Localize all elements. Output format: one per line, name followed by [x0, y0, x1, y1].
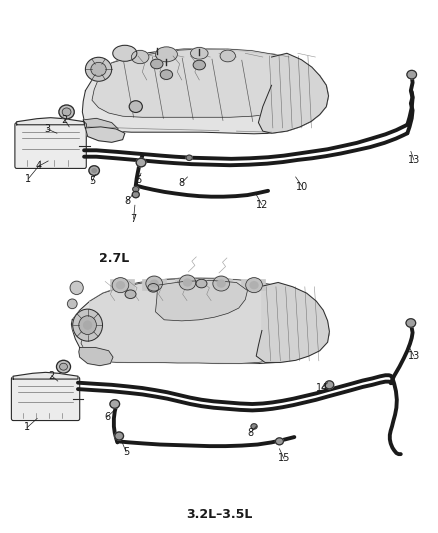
Ellipse shape: [136, 158, 146, 167]
Text: 2: 2: [49, 371, 55, 381]
FancyBboxPatch shape: [15, 123, 86, 168]
Ellipse shape: [67, 299, 77, 309]
Polygon shape: [82, 49, 328, 134]
Text: 6: 6: [135, 175, 141, 184]
Ellipse shape: [213, 276, 230, 291]
Text: 8: 8: [179, 178, 185, 188]
Ellipse shape: [196, 279, 207, 288]
Text: 3: 3: [44, 124, 50, 134]
Ellipse shape: [276, 438, 283, 445]
Ellipse shape: [251, 424, 257, 429]
Text: 12: 12: [256, 200, 268, 209]
Ellipse shape: [57, 360, 71, 373]
Ellipse shape: [59, 105, 74, 119]
Ellipse shape: [407, 70, 417, 79]
Ellipse shape: [193, 60, 205, 70]
Polygon shape: [256, 282, 329, 362]
Ellipse shape: [70, 281, 83, 294]
Bar: [241, 279, 265, 290]
Ellipse shape: [73, 309, 102, 341]
Text: 15: 15: [278, 454, 290, 463]
Polygon shape: [17, 118, 85, 125]
Text: 1: 1: [25, 174, 32, 183]
Ellipse shape: [113, 45, 137, 61]
Ellipse shape: [91, 62, 106, 76]
Polygon shape: [258, 53, 328, 133]
Text: 8: 8: [247, 428, 254, 438]
Ellipse shape: [133, 187, 139, 192]
Ellipse shape: [60, 364, 67, 370]
Ellipse shape: [148, 284, 159, 292]
Bar: [208, 279, 232, 290]
Polygon shape: [85, 127, 125, 142]
Ellipse shape: [131, 50, 149, 64]
Ellipse shape: [112, 278, 129, 293]
Text: 5: 5: [89, 176, 95, 186]
Ellipse shape: [132, 191, 139, 198]
Ellipse shape: [117, 281, 124, 289]
Ellipse shape: [110, 400, 120, 408]
Text: 4: 4: [35, 161, 42, 171]
Ellipse shape: [250, 281, 258, 289]
Ellipse shape: [85, 58, 112, 82]
Text: 5: 5: [123, 447, 129, 457]
Ellipse shape: [84, 321, 92, 329]
Polygon shape: [71, 278, 329, 364]
Ellipse shape: [62, 108, 71, 116]
Text: 7: 7: [131, 214, 137, 223]
Ellipse shape: [155, 47, 177, 62]
Ellipse shape: [79, 316, 96, 335]
Ellipse shape: [220, 50, 236, 62]
Ellipse shape: [406, 319, 416, 327]
Text: 2: 2: [62, 115, 68, 125]
Polygon shape: [83, 118, 118, 139]
Text: 3.2L–3.5L: 3.2L–3.5L: [186, 508, 252, 521]
Ellipse shape: [217, 280, 225, 287]
Text: 14: 14: [316, 383, 328, 393]
Ellipse shape: [125, 290, 136, 298]
FancyBboxPatch shape: [11, 377, 80, 421]
Text: 13: 13: [408, 155, 420, 165]
Text: 10: 10: [296, 182, 308, 191]
Text: 8: 8: [124, 197, 130, 206]
Ellipse shape: [325, 381, 334, 389]
Ellipse shape: [184, 279, 191, 286]
Polygon shape: [79, 348, 113, 366]
Text: 1: 1: [24, 423, 30, 432]
Polygon shape: [92, 49, 326, 117]
Ellipse shape: [92, 168, 96, 173]
Ellipse shape: [89, 166, 99, 175]
Ellipse shape: [191, 47, 208, 59]
Ellipse shape: [151, 59, 163, 69]
Polygon shape: [81, 278, 329, 364]
Ellipse shape: [150, 280, 158, 287]
Text: 13: 13: [408, 351, 420, 361]
Polygon shape: [155, 280, 247, 321]
Ellipse shape: [115, 432, 124, 440]
Ellipse shape: [146, 276, 162, 291]
Bar: [175, 279, 199, 290]
Ellipse shape: [179, 275, 196, 290]
Ellipse shape: [186, 155, 192, 160]
Ellipse shape: [129, 101, 142, 112]
Bar: [110, 279, 134, 290]
Ellipse shape: [160, 70, 173, 79]
Text: 6: 6: [104, 412, 110, 422]
Polygon shape: [13, 373, 78, 379]
Bar: [142, 279, 166, 290]
Ellipse shape: [246, 278, 262, 293]
Text: 2.7L: 2.7L: [99, 252, 129, 265]
